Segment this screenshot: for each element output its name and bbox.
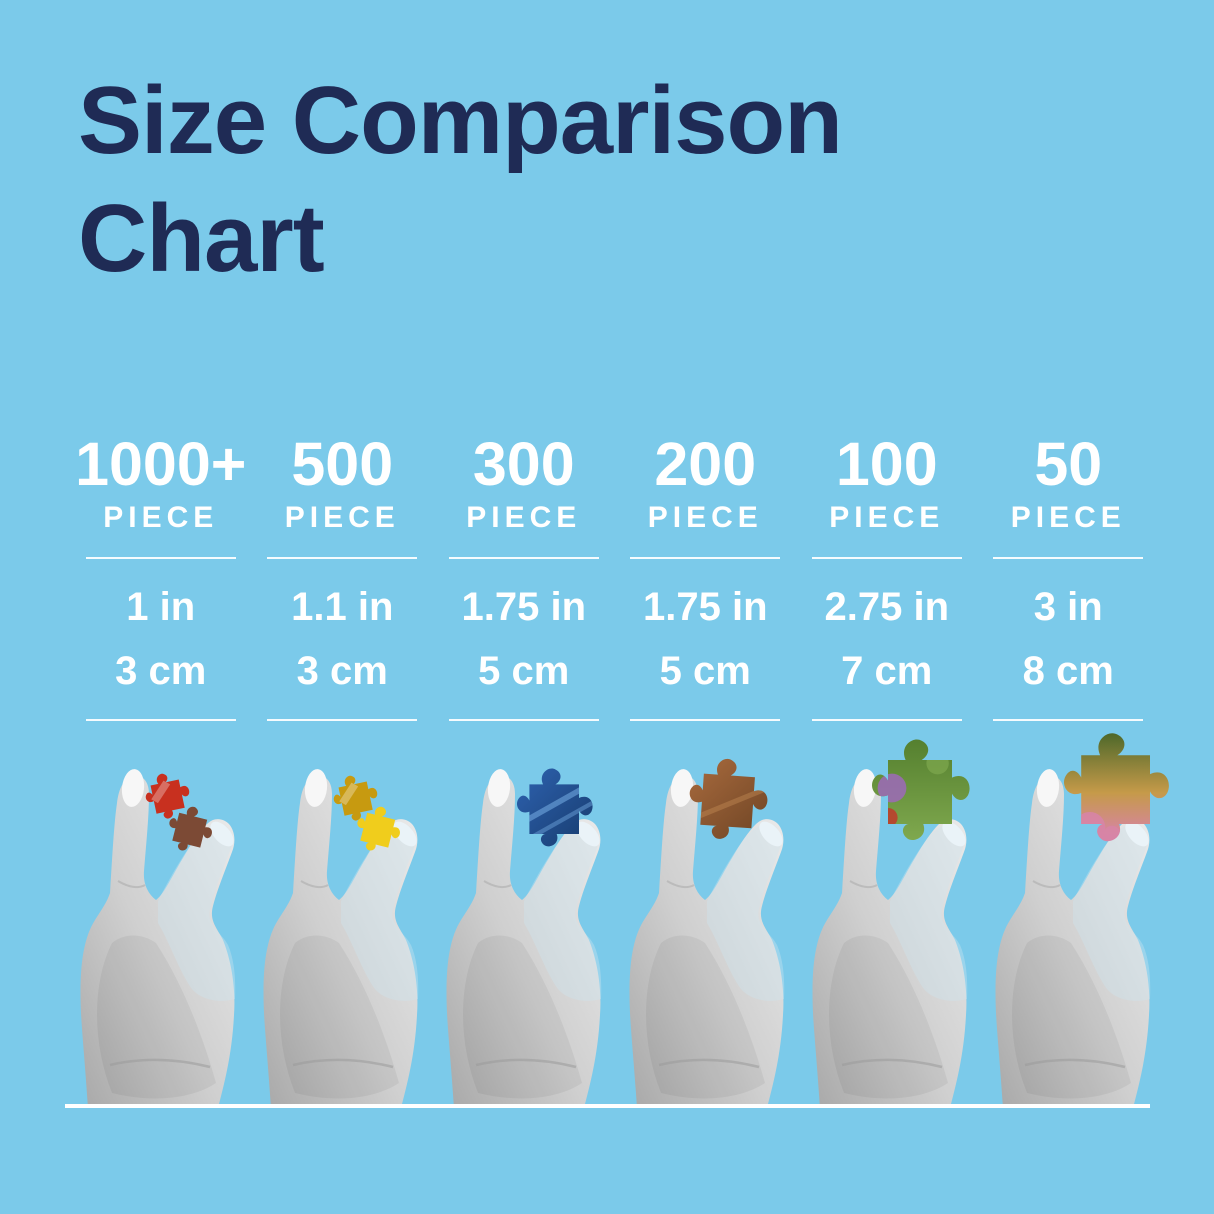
size-cm: 3 cm (296, 649, 388, 694)
divider-line (85, 719, 236, 722)
divider-line (267, 557, 418, 560)
piece-count: 100 (835, 430, 938, 498)
piece-label: PIECE (103, 501, 219, 535)
size-column-100: 100 PIECE 2.75 in 7 cm (796, 430, 978, 722)
piece-count: 1000+ (75, 430, 247, 498)
pinching-hand-image (262, 766, 423, 1110)
divider-line (993, 557, 1144, 560)
hands-comparison-graphic (65, 733, 1169, 1110)
size-column-500: 500 PIECE 1.1 in 3 cm (252, 430, 434, 722)
divider-line (811, 557, 962, 560)
size-inches: 3 in (1033, 585, 1103, 630)
piece-count: 200 (654, 430, 757, 498)
piece-count: 500 (291, 430, 394, 498)
size-cm: 3 cm (115, 649, 207, 694)
page-title-line1: Size Comparison (78, 67, 843, 174)
size-inches: 2.75 in (824, 585, 949, 630)
size-inches: 1 in (126, 585, 196, 630)
divider-line (267, 719, 418, 722)
size-inches: 1.1 in (291, 585, 394, 630)
size-column-1000: 1000+ PIECE 1 in 3 cm (70, 430, 252, 722)
size-cm: 5 cm (659, 649, 751, 694)
page-title-line2: Chart (78, 185, 325, 293)
size-column-200: 200 PIECE 1.75 in 5 cm (615, 430, 797, 722)
divider-line (993, 719, 1144, 722)
puzzle-piece-500-graphic (329, 770, 406, 857)
size-cm: 5 cm (478, 649, 570, 694)
piece-count: 50 (1034, 430, 1103, 498)
puzzle-piece-50-graphic (1064, 733, 1169, 842)
pinching-hand-image (445, 766, 606, 1110)
baseline-rule (65, 1104, 1150, 1108)
puzzle-piece-1000-graphic (141, 768, 218, 857)
size-inches: 1.75 in (642, 585, 768, 630)
page-title: Size Comparison Chart (78, 62, 843, 298)
piece-label: PIECE (829, 501, 945, 535)
pinching-hand-image (79, 766, 240, 1110)
piece-label: PIECE (284, 501, 400, 535)
piece-label: PIECE (466, 501, 582, 535)
divider-line (630, 557, 781, 560)
size-column-300: 300 PIECE 1.75 in 5 cm (433, 430, 615, 722)
size-table: 1000+ PIECE 1 in 3 cm 500 PIECE 1.1 in 3… (70, 430, 1160, 722)
divider-line (448, 557, 599, 560)
divider-line (448, 719, 599, 722)
size-cm: 7 cm (841, 649, 933, 694)
piece-label: PIECE (647, 501, 763, 535)
piece-label: PIECE (1010, 501, 1126, 535)
size-column-50: 50 PIECE 3 in 8 cm (978, 430, 1160, 722)
divider-line (811, 719, 962, 722)
divider-line (630, 719, 781, 722)
divider-line (85, 557, 236, 560)
size-cm: 8 cm (1022, 649, 1114, 694)
piece-count: 300 (472, 430, 575, 498)
size-inches: 1.75 in (461, 585, 586, 630)
